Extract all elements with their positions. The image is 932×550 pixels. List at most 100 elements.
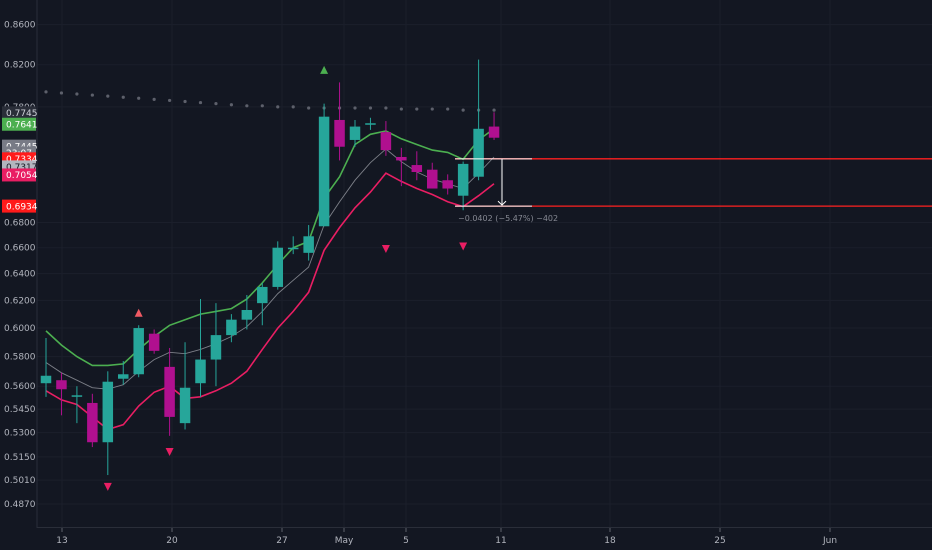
price-badge [2, 168, 36, 182]
candle-body [473, 128, 484, 177]
candle-body [365, 123, 376, 125]
candle-body [257, 286, 268, 304]
dotted-level-point [121, 95, 125, 99]
horizontal-lines-layer[interactable] [455, 158, 932, 207]
candle-body [148, 333, 160, 351]
dotted-level-point [461, 108, 465, 112]
indicator-line-middle [45, 148, 495, 390]
signal-arrow-down [165, 447, 174, 456]
dotted-level-point [276, 105, 280, 109]
candle-body [396, 156, 407, 161]
price-tick-label: 0.5010 [4, 476, 36, 486]
price-badge [2, 199, 36, 213]
candle-body [195, 359, 206, 384]
time-tick-label: Jun [822, 536, 837, 546]
dotted-level-point [399, 107, 403, 111]
time-tick-label: 5 [403, 536, 409, 546]
dotted-level-point [384, 106, 388, 110]
time-tick-label: 18 [604, 536, 616, 546]
dotted-level-point [415, 107, 419, 111]
dotted-level-point [430, 107, 434, 111]
dotted-level-point [137, 96, 141, 100]
price-badge-label: 0.6934 [6, 202, 38, 212]
candle-body [442, 180, 453, 189]
dotted-level-point [152, 97, 156, 101]
price-badge-label: 0.7054 [6, 171, 38, 181]
signal-arrow-up [320, 65, 329, 74]
candle-body [303, 236, 314, 253]
price-tick-label: 0.4870 [4, 500, 36, 510]
dotted-level-point [307, 106, 311, 110]
price-badge [2, 117, 36, 131]
indicator-line-lower [45, 172, 495, 431]
signal-arrow-down [103, 482, 112, 491]
price-badge-label: 0.7641 [6, 120, 38, 130]
price-badge-label: 0.7745 [6, 109, 38, 119]
signal-arrow-down [459, 242, 468, 251]
price-tick-label: 0.6800 [4, 219, 36, 229]
candle-body [272, 247, 283, 287]
candle-body [457, 163, 469, 196]
candle-body [179, 387, 191, 424]
dotted-level-point [291, 105, 295, 109]
price-tick-label: 0.5450 [4, 405, 36, 415]
signal-arrow-up [134, 308, 143, 317]
price-tick-label: 0.5800 [4, 353, 36, 363]
price-tick-label: 0.6200 [4, 296, 36, 306]
price-tick-label: 0.6000 [4, 324, 36, 334]
dotted-level-point [245, 104, 249, 108]
signal-arrow-down [381, 244, 390, 253]
candle-body [411, 165, 423, 173]
candle-body [488, 126, 500, 138]
dotted-level-point [183, 99, 187, 104]
candle-body [241, 309, 253, 320]
dotted-level-point [44, 90, 48, 94]
price-tick-label: 0.6600 [4, 244, 36, 254]
candle-body [40, 375, 52, 384]
dotted-level-point [75, 92, 79, 96]
dotted-level-point [492, 108, 496, 112]
candle-body [380, 132, 392, 151]
measure-arrow-head [497, 200, 507, 206]
candle-body [318, 116, 330, 227]
candles-layer [40, 59, 500, 476]
price-tick-label: 0.5150 [4, 453, 36, 463]
measure-label: −0.0402 (−5.47%) −402 [458, 214, 558, 223]
candle-body [102, 381, 114, 443]
candle-body [133, 328, 144, 375]
time-tick-label: 25 [714, 536, 725, 546]
dotted-level-point [214, 102, 218, 106]
time-axis[interactable]: 13 20 27 May 5 11 18 25 Jun [56, 528, 837, 546]
candle-body [56, 380, 67, 390]
candle-body [118, 374, 129, 379]
measure-tool[interactable]: −0.0402 (−5.47%) −402 [455, 158, 558, 223]
dotted-level-point [229, 103, 233, 107]
candle-body [334, 119, 345, 147]
indicator-lines-layer [45, 128, 495, 431]
time-tick-label: 27 [276, 536, 287, 546]
dotted-level-layer [44, 90, 496, 112]
price-badges: 0.77450.76410.744523:070.73340.73170.705… [2, 106, 38, 213]
time-tick-label: 11 [495, 536, 506, 546]
signal-arrows-layer [103, 65, 468, 491]
dotted-level-point [260, 104, 264, 108]
time-tick-label: 20 [166, 536, 178, 546]
dotted-level-point [168, 98, 172, 103]
candle-body [427, 169, 438, 189]
candle-body [349, 126, 361, 140]
price-tick-label: 0.6400 [4, 270, 36, 280]
price-tick-label: 0.8200 [4, 61, 36, 71]
dotted-level-point [59, 91, 64, 95]
price-tick-label: 0.5600 [4, 382, 36, 392]
candle-body [287, 247, 299, 250]
indicator-line-upper [45, 128, 495, 367]
candle-body [71, 395, 83, 397]
price-tick-label: 0.5300 [4, 429, 36, 439]
dotted-level-point [446, 107, 450, 111]
dotted-level-point [368, 106, 373, 110]
price-badge [2, 106, 36, 120]
candle-body [226, 319, 237, 336]
price-badge-label: 0.7334 [6, 155, 38, 165]
